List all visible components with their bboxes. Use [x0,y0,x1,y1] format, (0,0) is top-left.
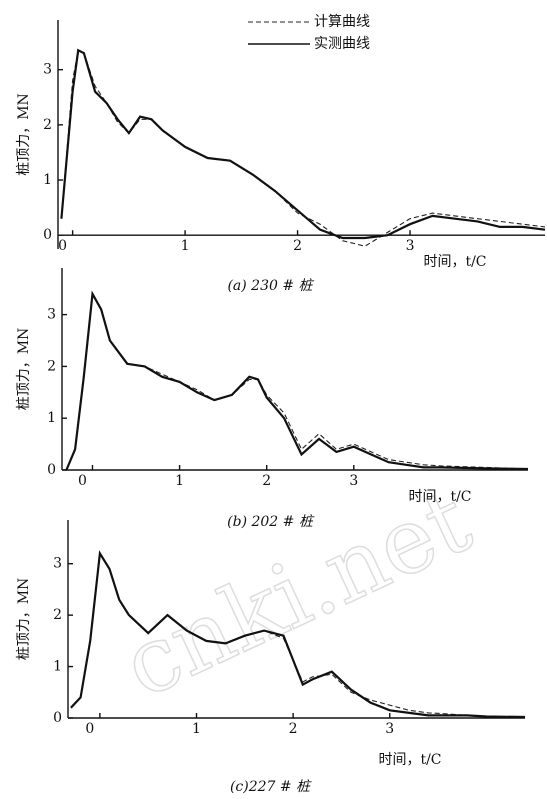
x-axis-label: 时间，t/C [378,752,441,768]
y-tick-label: 1 [43,172,52,188]
x-tick-label: 3 [385,721,394,737]
y-tick-label: 3 [43,62,52,78]
x-tick-label: 1 [175,473,184,489]
line-series [65,290,529,471]
y-axis-label: 桩顶力，MN [15,93,32,176]
watermark: cnki.net [108,468,486,719]
y-axis-label: 桩顶力，MN [15,328,32,411]
caption: (c)227 # 桩 [230,779,312,795]
x-tick-label: 2 [289,721,298,737]
y-tick-label: 2 [47,358,56,374]
y-tick-label: 3 [47,307,56,323]
x-tick-label: 1 [181,238,190,254]
caption: (a) 230 # 桩 [227,278,314,294]
line-series [70,550,526,719]
line-series [60,48,546,240]
line-series [60,49,546,247]
legend-label: 计算曲线 [314,14,370,30]
x-axis-label: 时间，t/C [408,489,471,505]
y-tick-label: 0 [43,227,52,243]
x-tick-label: 2 [262,473,271,489]
x-axis-label: 时间，t/C [423,254,486,270]
x-tick-label: 0 [58,238,67,254]
x-tick-label: 3 [349,473,358,489]
y-tick-label: 3 [53,556,62,572]
x-tick-label: 3 [406,238,415,254]
y-tick-label: 2 [53,607,62,623]
y-tick-label: 1 [47,410,56,426]
x-tick-label: 0 [85,721,94,737]
y-tick-label: 2 [43,117,52,133]
y-tick-label: 0 [47,462,56,478]
x-tick-label: 1 [192,721,201,737]
caption: (b) 202 # 桩 [227,514,315,530]
x-tick-label: 2 [293,238,302,254]
y-axis-label: 桩顶力，MN [15,578,32,661]
legend-label: 实测曲线 [314,36,370,52]
y-tick-label: 0 [53,710,62,726]
x-tick-label: 0 [78,473,87,489]
y-tick-label: 1 [53,659,62,675]
